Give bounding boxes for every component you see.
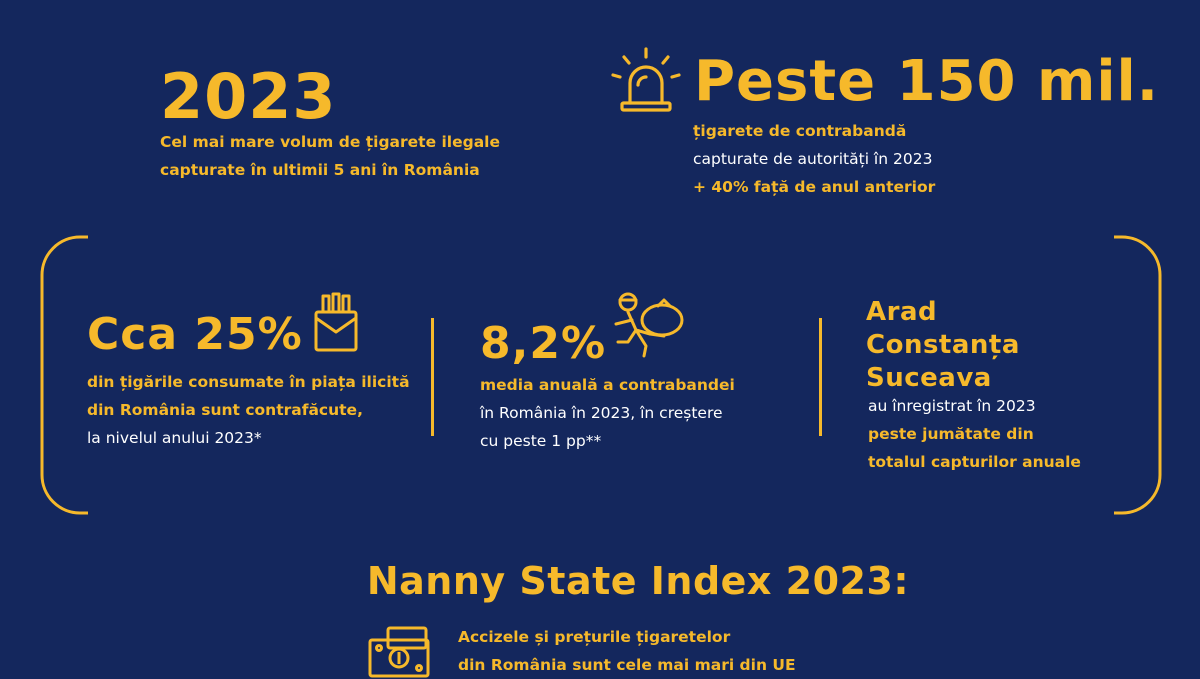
stat3-city3: Suceava xyxy=(866,363,992,393)
top-left-headline: 2023 xyxy=(160,60,337,133)
nanny-line1: Accizele și prețurile țigaretelor xyxy=(458,628,731,646)
left-bracket xyxy=(36,234,92,516)
stat2-line1: media anuală a contrabandei xyxy=(480,376,735,394)
top-right-headline: Peste 150 mil. xyxy=(694,49,1160,114)
stat3-cities: Arad Constanța Suceava xyxy=(866,296,1020,395)
top-left-line2: capturate în ultimii 5 ani în România xyxy=(160,161,480,179)
nanny-title: Nanny State Index 2023: xyxy=(366,559,910,603)
top-right-line2: capturate de autorități în 2023 xyxy=(693,150,933,168)
money-icon xyxy=(366,626,432,678)
stat2-headline: 8,2% xyxy=(480,318,607,369)
stat3-line2: peste jumătate din xyxy=(868,425,1034,443)
stat2-line2: în România în 2023, în creștere xyxy=(480,404,723,422)
stat1-headline: Cca 25% xyxy=(87,309,303,360)
top-left-line1: Cel mai mare volum de țigarete ilegale xyxy=(160,133,501,151)
stat3-line1: au înregistrat în 2023 xyxy=(868,397,1036,415)
stat2-line3: cu peste 1 pp** xyxy=(480,432,602,450)
stat3-city2: Constanța xyxy=(866,330,1020,360)
stat1-line1: din țigările consumate în piața ilicită xyxy=(87,373,410,391)
top-right-line1: țigarete de contrabandă xyxy=(693,122,907,140)
top-right-text: țigarete de contrabandă capturate de aut… xyxy=(693,117,935,201)
stat1-line2: din România sunt contrafăcute, xyxy=(87,401,363,419)
siren-icon xyxy=(610,45,682,113)
nanny-line2: din România sunt cele mai mari din UE xyxy=(458,656,796,674)
divider-1 xyxy=(431,318,434,436)
top-left-text: Cel mai mare volum de țigarete ilegale c… xyxy=(160,128,500,184)
nanny-text: Accizele și prețurile țigaretelor din Ro… xyxy=(458,623,796,679)
stat1-line3: la nivelul anului 2023* xyxy=(87,429,262,447)
divider-2 xyxy=(819,318,822,436)
stat3-text: au înregistrat în 2023 peste jumătate di… xyxy=(868,392,1081,476)
stat1-text: din țigările consumate în piața ilicită … xyxy=(87,368,410,452)
stat3-city1: Arad xyxy=(866,297,938,327)
cigarette-pack-icon xyxy=(312,292,360,354)
running-thief-icon xyxy=(606,290,692,360)
stat2-text: media anuală a contrabandei în România î… xyxy=(480,371,735,455)
top-right-line3: + 40% față de anul anterior xyxy=(693,178,936,196)
stat3-line3: totalul capturilor anuale xyxy=(868,453,1081,471)
right-bracket xyxy=(1110,234,1166,516)
